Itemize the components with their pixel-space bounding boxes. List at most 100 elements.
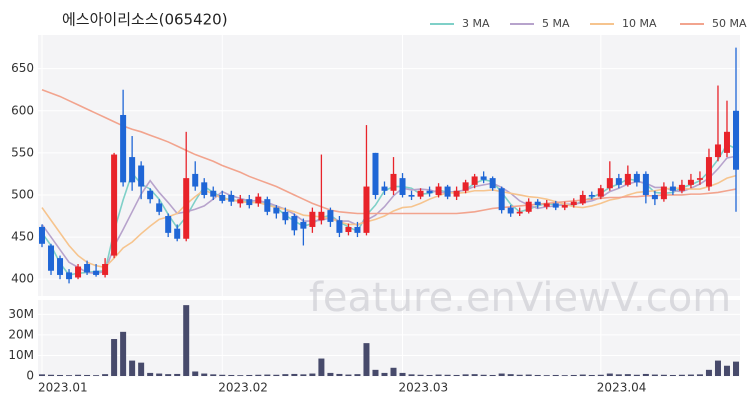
price-panel	[38, 35, 740, 296]
candle-body	[318, 211, 325, 221]
volume-bar	[606, 373, 613, 376]
candle-body	[165, 216, 172, 233]
volume-bar	[489, 374, 496, 376]
volume-bar	[687, 374, 694, 376]
volume-bar	[381, 372, 388, 376]
volume-bar	[516, 374, 523, 376]
volume-bar	[408, 374, 415, 376]
candle-body	[435, 186, 442, 195]
candle-body	[733, 110, 739, 170]
candle-body	[660, 186, 667, 200]
volume-bar	[300, 374, 307, 376]
candle-body	[210, 190, 217, 197]
candle-body	[561, 205, 568, 208]
volume-bar	[192, 371, 199, 376]
volume-bar	[525, 374, 532, 376]
candle-body	[723, 131, 730, 153]
volume-bar	[210, 374, 217, 376]
candle-body	[408, 194, 415, 197]
candle-body	[462, 182, 469, 191]
volume-bar	[633, 374, 640, 376]
candle-body	[381, 186, 388, 191]
candle-body	[705, 157, 712, 187]
volume-bar	[597, 374, 604, 376]
y-tick-label: 500	[11, 187, 34, 201]
volume-bar	[696, 374, 703, 376]
x-tick-label: 2023.04	[597, 381, 647, 395]
candle-body	[75, 266, 82, 278]
candle-body	[498, 188, 505, 211]
volume-panel	[38, 300, 740, 377]
volume-bar	[84, 374, 91, 376]
candle-body	[480, 176, 487, 180]
volume-bar	[183, 305, 190, 376]
candle-body	[633, 173, 640, 183]
candle-body	[696, 178, 703, 180]
volume-bar	[669, 374, 676, 376]
candle-body	[327, 210, 334, 222]
candle-body	[138, 165, 145, 187]
volume-bar	[282, 374, 289, 376]
candle-body	[426, 190, 433, 194]
volume-bar	[345, 374, 352, 376]
candle-body	[489, 178, 496, 189]
volume-bar	[615, 374, 622, 376]
volume-bar	[138, 362, 145, 376]
volume-bar	[651, 374, 658, 376]
candle-body	[147, 190, 154, 200]
volume-bar	[561, 375, 568, 376]
volume-bar	[444, 374, 451, 376]
volume-bar	[579, 374, 586, 376]
candle-body	[390, 173, 397, 191]
candle-body	[273, 207, 280, 214]
candle-body	[282, 211, 289, 221]
y-tick-label: 30M	[8, 307, 34, 321]
volume-bar	[642, 373, 649, 376]
candle-body	[642, 173, 649, 195]
candle-body	[534, 201, 541, 206]
volume-bar	[705, 369, 712, 376]
volume-bar	[39, 374, 45, 376]
volume-bar	[363, 343, 370, 376]
candle-body	[372, 152, 379, 195]
y-tick-label: 650	[11, 61, 34, 75]
candle-body	[309, 211, 316, 227]
volume-bar	[471, 374, 478, 376]
candle-body	[399, 178, 406, 195]
candle-body	[444, 186, 451, 197]
volume-bar	[273, 374, 280, 376]
volume-bar	[174, 373, 181, 376]
moving-average	[41, 88, 737, 215]
candle-body	[669, 186, 676, 191]
candle-body	[120, 114, 127, 183]
volume-bar	[354, 374, 361, 376]
volume-bar	[75, 374, 82, 376]
candle-body	[543, 203, 550, 207]
candle-body	[507, 207, 514, 214]
legend-label: 10 MA	[622, 17, 657, 30]
volume-bar	[733, 361, 739, 376]
y-tick-label: 400	[11, 272, 34, 286]
volume-bar	[147, 372, 154, 376]
volume-bar	[507, 374, 514, 376]
candle-body	[111, 154, 118, 256]
volume-bar	[201, 373, 208, 376]
volume-bar	[57, 374, 64, 376]
candle-body	[615, 178, 622, 185]
volume-bar	[237, 375, 244, 376]
candle-body	[39, 226, 45, 244]
candle-body	[201, 182, 208, 195]
volume-bar	[498, 373, 505, 376]
volume-bar	[435, 374, 442, 376]
candle-body	[354, 226, 361, 233]
candle-body	[588, 194, 595, 197]
candle-body	[597, 188, 604, 197]
volume-bar	[165, 374, 172, 376]
x-tick-label: 2023.03	[399, 381, 449, 395]
candle-body	[453, 190, 460, 197]
candle-body	[48, 245, 55, 271]
candle-body	[651, 194, 658, 200]
watermark: feature.enViewV.com	[309, 275, 731, 321]
volume-bar	[120, 331, 127, 376]
